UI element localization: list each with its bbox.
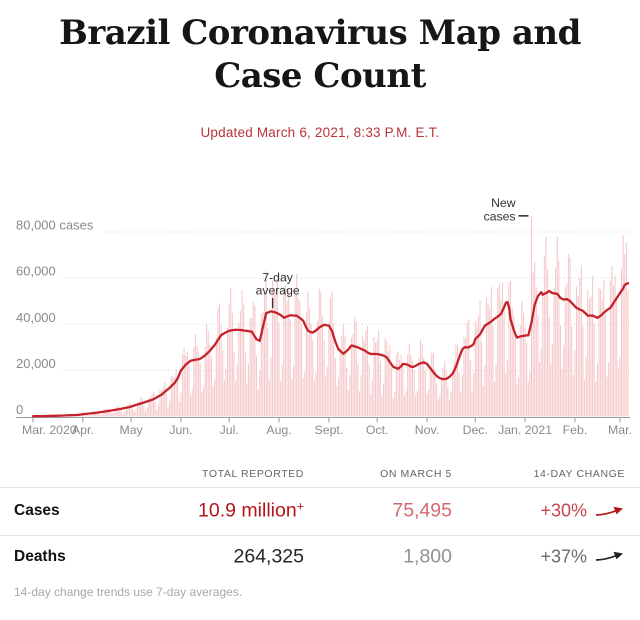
- y-tick-label: 20,000: [16, 356, 56, 371]
- svg-text:7-day: 7-day: [262, 270, 293, 284]
- updated-timestamp: Updated March 6, 2021, 8:33 P.M. E.T.: [0, 125, 640, 140]
- x-tick-label: Sept.: [315, 423, 344, 437]
- table-row-deaths: Deaths 264,325 1,800 +37%: [0, 536, 640, 578]
- table-row-cases: Cases 10.9 million+ 75,495 +30%: [0, 488, 640, 536]
- table-footnote: 14-day change trends use 7-day averages.: [0, 585, 640, 599]
- x-tick-label: May: [119, 423, 143, 437]
- trend-arrow-up-black-icon: [594, 550, 624, 564]
- col-header-total-reported: TOTAL REPORTED: [202, 468, 304, 480]
- x-tick-label: Dec.: [463, 423, 488, 437]
- summary-table: TOTAL REPORTED ON MARCH 5 14-DAY CHANGE …: [0, 455, 640, 599]
- x-tick-label: Mar. 2020: [22, 423, 77, 437]
- trend-arrow-up-red-icon: [594, 504, 624, 518]
- page: Brazil Coronavirus Map and Case Count Up…: [0, 12, 640, 599]
- x-tick-label: Nov.: [415, 423, 439, 437]
- row-label-deaths: Deaths: [14, 548, 66, 566]
- row-label-cases: Cases: [14, 502, 60, 520]
- y-tick-label: 40,000: [16, 309, 56, 324]
- col-header-14-day-change: 14-DAY CHANGE: [534, 468, 625, 480]
- svg-text:cases: cases: [484, 209, 516, 223]
- x-tick-label: Aug.: [266, 423, 291, 437]
- x-tick-label: Jan. 2021: [498, 423, 552, 437]
- table-header-row: TOTAL REPORTED ON MARCH 5 14-DAY CHANGE: [0, 455, 640, 488]
- cases-change-cell: +30%: [540, 501, 624, 522]
- y-tick-label: 60,000: [16, 263, 56, 278]
- cases-total-value: 10.9 million+: [198, 500, 304, 523]
- title-line-1: Brazil Coronavirus Map and: [59, 13, 581, 53]
- article-header: Brazil Coronavirus Map and Case Count: [0, 12, 640, 98]
- x-tick-label: Jun.: [169, 423, 192, 437]
- x-tick-label: Oct.: [366, 423, 389, 437]
- y-axis-labels: 80,000 cases 60,000 40,000 20,000 0: [12, 217, 104, 417]
- x-tick-label: Mar.: [608, 423, 632, 437]
- y-tick-label: 80,000 cases: [16, 217, 94, 232]
- deaths-change-value: +37%: [540, 546, 587, 567]
- daily-new-cases-bars: [36, 216, 629, 417]
- deaths-on-date-value: 1,800: [403, 545, 452, 568]
- cases-on-date-value: 75,495: [392, 500, 452, 523]
- cases-change-value: +30%: [540, 501, 587, 522]
- deaths-total-value: 264,325: [234, 545, 305, 568]
- y-tick-label: 0: [16, 402, 23, 417]
- svg-text:New: New: [491, 196, 516, 210]
- col-header-on-march-5: ON MARCH 5: [380, 468, 452, 480]
- x-tick-label: Feb.: [563, 423, 588, 437]
- deaths-change-cell: +37%: [540, 546, 624, 567]
- plus-sup: +: [297, 500, 304, 514]
- svg-text:average: average: [256, 283, 300, 297]
- x-tick-label: Apr.: [72, 423, 94, 437]
- title-line-2: Case Count: [214, 56, 426, 96]
- page-title: Brazil Coronavirus Map and Case Count: [0, 12, 640, 98]
- x-tick-label: Jul.: [220, 423, 239, 437]
